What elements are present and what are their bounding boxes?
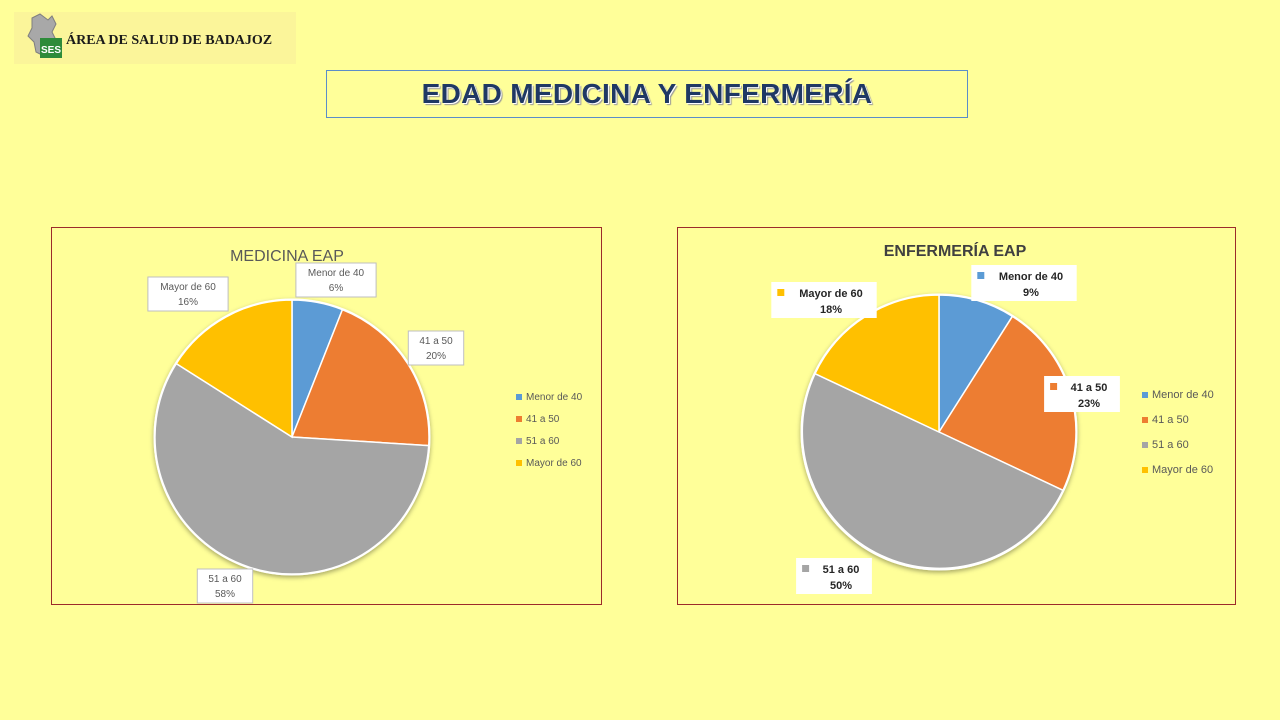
chart-medicina: MEDICINA EAP Menor de 40 6% 41 a 50 20% 51 a … [51, 227, 602, 605]
title-box: EDAD MEDICINA Y ENFERMERÍA [326, 70, 968, 118]
legend-swatch [516, 460, 522, 466]
svg-text:20%: 20% [426, 351, 446, 362]
data-label-51-a-60: 51 a 60 50% [796, 558, 872, 594]
legend-item-41-a-50: 41 a 50 [516, 414, 560, 425]
svg-text:41 a 50: 41 a 50 [1071, 382, 1108, 394]
svg-text:51 a 60: 51 a 60 [208, 574, 242, 585]
svg-text:51 a 60: 51 a 60 [823, 564, 860, 576]
logo-text: ÁREA DE SALUD DE BADAJOZ [66, 33, 273, 48]
svg-text:6%: 6% [329, 283, 344, 294]
pie-slice-51-a-60 [801, 372, 1064, 570]
data-label-51-a-60: 51 a 60 58% [196, 568, 254, 604]
legend-item-menor-de-40: Menor de 40 [516, 392, 583, 403]
svg-text:16%: 16% [178, 297, 198, 308]
legend-label: 41 a 50 [526, 414, 560, 425]
data-label-41-a-50: 41 a 50 23% [1044, 376, 1120, 412]
pie-group [800, 293, 1078, 571]
legend-item-mayor-de-60: Mayor de 60 [516, 458, 582, 469]
page-title: EDAD MEDICINA Y ENFERMERÍA [421, 78, 873, 109]
legend-item-51-a-60: 51 a 60 [1142, 439, 1189, 451]
pie-chart-medicina: MEDICINA EAP Menor de 40 6% 41 a 50 20% 51 a … [147, 248, 583, 604]
legend-swatch [1142, 392, 1148, 398]
svg-text:18%: 18% [820, 304, 842, 316]
svg-text:Mayor de 60: Mayor de 60 [160, 282, 216, 293]
chart-title: MEDICINA EAP [230, 248, 344, 265]
region-map-icon: SES [27, 13, 62, 58]
legend-swatch [1142, 467, 1148, 473]
legend-label: Menor de 40 [1152, 389, 1214, 401]
legend-label: 51 a 60 [1152, 439, 1189, 451]
legend-swatch [1142, 417, 1148, 423]
legend-item-41-a-50: 41 a 50 [1142, 414, 1189, 426]
legend-label: Mayor de 60 [526, 458, 582, 469]
pie-group [153, 298, 431, 576]
logo-badge: SES [41, 45, 61, 56]
legend-item-mayor-de-60: Mayor de 60 [1142, 464, 1213, 476]
legend-item-51-a-60: 51 a 60 [516, 436, 560, 447]
pie-slice-51-a-60 [154, 362, 430, 575]
chart-legend: Menor de 40 41 a 50 51 a 60 Mayor de 60 [1142, 389, 1214, 476]
chart-enfermeria: ENFERMERÍA EAP Menor de 40 9% 41 a 50 23% 51 … [677, 227, 1236, 605]
svg-text:41 a 50: 41 a 50 [419, 336, 453, 347]
legend-swatch [1142, 442, 1148, 448]
legend-item-menor-de-40: Menor de 40 [1142, 389, 1214, 401]
svg-text:Menor de 40: Menor de 40 [308, 268, 365, 279]
legend-label: 41 a 50 [1152, 414, 1189, 426]
data-label-menor-de-40: Menor de 40 9% [971, 265, 1077, 301]
svg-text:58%: 58% [215, 589, 235, 600]
svg-text:50%: 50% [830, 580, 852, 592]
legend-swatch [516, 416, 522, 422]
legend-swatch [516, 438, 522, 444]
pie-slice-41-a-50 [290, 308, 430, 447]
logo: SES ÁREA DE SALUD DE BADAJOZ [14, 12, 296, 64]
svg-text:Mayor de 60: Mayor de 60 [799, 288, 863, 300]
pie-slice-mayor-de-60 [175, 299, 293, 439]
data-label-mayor-de-60: Mayor de 60 16% [147, 276, 229, 312]
data-label-menor-de-40: Menor de 40 6% [295, 262, 377, 298]
legend-label: Mayor de 60 [1152, 464, 1213, 476]
data-label-mayor-de-60: Mayor de 60 18% [771, 282, 877, 318]
legend-swatch [516, 394, 522, 400]
chart-title: ENFERMERÍA EAP [884, 241, 1027, 260]
chart-legend: Menor de 40 41 a 50 51 a 60 Mayor de 60 [516, 392, 583, 469]
legend-label: 51 a 60 [526, 436, 560, 447]
legend-label: Menor de 40 [526, 392, 583, 403]
svg-text:23%: 23% [1078, 398, 1100, 410]
svg-text:9%: 9% [1023, 287, 1039, 299]
svg-text:Menor de 40: Menor de 40 [999, 271, 1063, 283]
data-label-41-a-50: 41 a 50 20% [407, 330, 465, 366]
pie-chart-enfermeria: ENFERMERÍA EAP Menor de 40 9% 41 a 50 23% 51 … [771, 241, 1214, 594]
